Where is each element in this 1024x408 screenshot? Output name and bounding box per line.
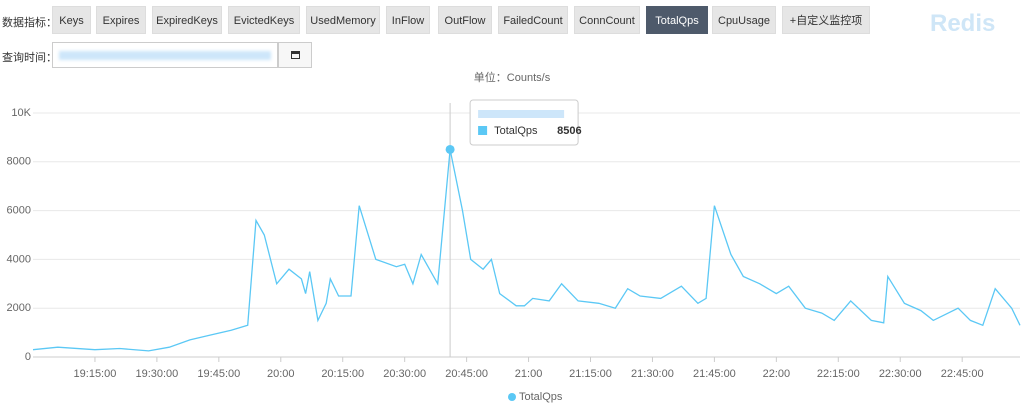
y-tick-label: 2000	[7, 302, 31, 314]
highlight-point	[445, 144, 455, 154]
x-tick-label: 22:45:00	[941, 368, 984, 380]
y-tick-label: 10K	[11, 107, 31, 119]
tab[interactable]: Keys	[52, 6, 91, 34]
y-tick-label: 6000	[7, 205, 31, 217]
tab[interactable]: OutFlow	[438, 6, 492, 34]
legend-marker	[508, 393, 516, 401]
tab[interactable]: ConnCount	[574, 6, 640, 34]
tab[interactable]: +自定义监控项	[782, 6, 870, 34]
x-tick-label: 20:30:00	[383, 368, 426, 380]
chart-subtitle: 单位：Counts/s	[474, 70, 551, 84]
tab[interactable]: Expires	[96, 6, 146, 34]
x-tick-label: 21:45:00	[693, 368, 736, 380]
query-label: 查询时间：	[2, 52, 57, 64]
x-tick-label: 22:15:00	[817, 368, 860, 380]
y-tick-label: 0	[25, 351, 31, 363]
tab[interactable]: EvictedKeys	[228, 6, 300, 34]
tab[interactable]: CpuUsage	[712, 6, 776, 34]
tooltip-series: TotalQps	[494, 125, 538, 137]
x-tick-label: 20:15:00	[321, 368, 364, 380]
x-tick-label: 20:00	[267, 368, 295, 380]
legend-label: TotalQps	[519, 391, 563, 403]
tooltip-box	[469, 99, 579, 146]
x-tick-label: 19:30:00	[135, 368, 178, 380]
tab[interactable]: ExpiredKeys	[152, 6, 222, 34]
series-line	[32, 149, 1021, 352]
x-tick-label: 19:45:00	[197, 368, 240, 380]
tooltip-swatch	[478, 126, 488, 135]
x-tick-label: 21:00	[515, 368, 543, 380]
tooltip-date-blur	[478, 110, 565, 118]
x-tick-label: 19:15:00	[74, 368, 117, 380]
blurred-date	[59, 51, 271, 60]
x-tick-label: 22:00	[763, 368, 791, 380]
x-tick-label: 21:15:00	[569, 368, 612, 380]
date-input[interactable]	[52, 42, 278, 68]
calendar-icon	[291, 51, 300, 59]
x-tick-label: 22:30:00	[879, 368, 922, 380]
brand: Redis	[930, 10, 996, 37]
tooltip-value: 8506	[557, 125, 581, 137]
tab[interactable]: FailedCount	[498, 6, 568, 34]
calendar-button[interactable]	[278, 42, 312, 68]
tab[interactable]: TotalQps	[646, 6, 708, 34]
tab[interactable]: UsedMemory	[306, 6, 380, 34]
x-tick-label: 21:30:00	[631, 368, 674, 380]
y-tick-label: 4000	[7, 253, 31, 265]
metric-label: 数据指标：	[2, 17, 57, 29]
y-tick-label: 8000	[7, 156, 31, 168]
tab[interactable]: InFlow	[386, 6, 430, 34]
x-tick-label: 20:45:00	[445, 368, 488, 380]
